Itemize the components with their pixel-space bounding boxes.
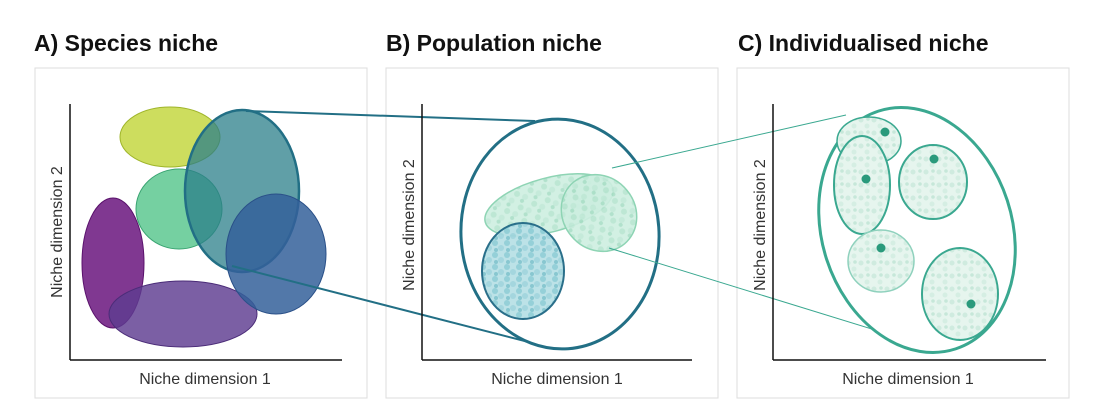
- individual-centroid-1: [880, 127, 890, 137]
- population-subniche-mint-small: [560, 173, 638, 253]
- species-niche-blue: [225, 193, 327, 315]
- panel-c-plot: [817, 106, 1017, 354]
- connector-a-b-top: [245, 110, 536, 122]
- panel-b-title: B) Population niche: [386, 30, 602, 56]
- individual-niche-2: [833, 135, 891, 235]
- panel-b-x-label: Niche dimension 1: [491, 371, 623, 388]
- population-subniche-teal: [481, 222, 565, 320]
- panel-b-y-label: Niche dimension 2: [401, 159, 418, 291]
- connector-a-b-bottom: [231, 265, 553, 349]
- panel-a-x-label: Niche dimension 1: [139, 371, 271, 388]
- panel-c-x-label: Niche dimension 1: [842, 371, 974, 388]
- connector-b-c-top: [611, 114, 847, 169]
- panel-a-title: A) Species niche: [34, 30, 219, 56]
- individual-centroid-2: [861, 174, 871, 184]
- species-niche-purple: [108, 280, 258, 348]
- individual-niche-3: [898, 144, 968, 220]
- individual-niche-5: [921, 247, 999, 341]
- panel-b-plot: Niche dimension 1 Niche dimension 2: [401, 104, 692, 388]
- individual-centroid-3: [929, 154, 939, 164]
- individual-centroid-4: [876, 243, 886, 253]
- panel-a-plot: Niche dimension 1 Niche dimension 2: [49, 104, 342, 388]
- panel-a-y-label: Niche dimension 2: [49, 166, 66, 298]
- individual-centroid-5: [966, 299, 976, 309]
- zoom-connector-a-b: [231, 110, 553, 349]
- individual-niche-4: [847, 229, 915, 293]
- panel-c-title: C) Individualised niche: [738, 30, 989, 56]
- panel-c-y-label: Niche dimension 2: [752, 159, 769, 291]
- panel-c-axes: Niche dimension 1 Niche dimension 2: [752, 104, 1046, 388]
